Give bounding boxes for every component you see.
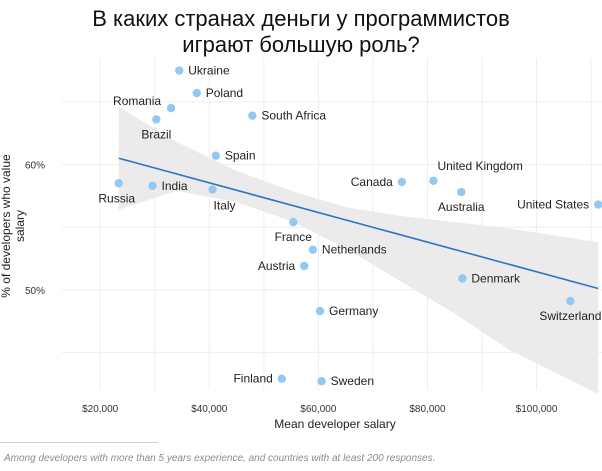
point-sweden — [317, 377, 326, 386]
point-italy — [208, 185, 217, 194]
y-tick-label: 50% — [25, 286, 45, 297]
point-united-kingdom — [429, 176, 438, 185]
point-label-canada: Canada — [351, 175, 393, 189]
point-label-romania: Romania — [113, 94, 161, 108]
point-austria — [299, 261, 309, 271]
point-france — [289, 217, 298, 227]
confidence-band — [118, 106, 599, 394]
point-label-poland: Poland — [206, 86, 243, 100]
point-ukraine — [175, 66, 184, 75]
point-brazil — [152, 115, 161, 124]
point-label-australia: Australia — [438, 200, 485, 214]
point-germany — [315, 306, 325, 316]
trend-line-layer — [118, 157, 599, 290]
point-label-united-kingdom: United Kingdom — [437, 159, 522, 173]
point-label-denmark: Denmark — [471, 271, 521, 285]
point-label-italy: Italy — [214, 199, 236, 213]
footnote: Among developers with more than 5 years … — [4, 453, 436, 464]
point-india — [148, 181, 157, 190]
tick-labels-layer: $20,000 $40,000 $60,000 $80,000 $100,000 50% 6… — [25, 160, 558, 415]
y-axis-label: % of developers who value salary — [0, 154, 27, 298]
chart-title: В каких странах деньги у программистов и… — [92, 6, 510, 57]
point-label-switzerland: Switzerland — [539, 309, 601, 323]
point-russia — [114, 179, 123, 188]
point-label-sweden: Sweden — [331, 374, 374, 388]
point-label-south-africa: South Africa — [261, 109, 326, 123]
point-denmark — [458, 274, 467, 283]
point-label-finland: Finland — [233, 372, 272, 386]
point-label-united-states: United States — [517, 198, 589, 212]
grid-lines — [62, 58, 602, 390]
point-labels-layer: Ukraine Poland Romania Brazil South Africa Sp… — [98, 64, 601, 389]
footnote-divider — [0, 442, 158, 443]
point-south-africa — [248, 111, 257, 120]
point-poland — [192, 88, 201, 98]
point-label-austria: Austria — [258, 259, 296, 273]
point-label-netherlands: Netherlands — [322, 243, 387, 257]
point-label-spain: Spain — [225, 149, 256, 163]
point-label-germany: Germany — [329, 304, 378, 318]
x-tick-label: $80,000 — [409, 404, 446, 415]
point-label-india: India — [162, 179, 188, 193]
point-finland — [277, 374, 287, 383]
point-label-france: France — [275, 230, 313, 244]
point-australia — [457, 187, 466, 197]
trend-line — [118, 157, 599, 290]
point-label-russia: Russia — [98, 191, 135, 205]
data-points-layer — [114, 66, 602, 386]
point-romania — [166, 103, 176, 113]
confidence-band-layer — [118, 106, 599, 394]
x-axis-label: Mean developer salary — [274, 417, 396, 431]
point-canada — [397, 177, 407, 187]
point-netherlands — [308, 245, 318, 254]
point-spain — [211, 151, 221, 160]
y-tick-label: 60% — [25, 160, 45, 171]
point-united-states — [593, 200, 602, 209]
x-tick-label: $100,000 — [516, 404, 558, 415]
x-tick-label: $40,000 — [191, 404, 228, 415]
point-label-ukraine: Ukraine — [188, 64, 230, 78]
point-switzerland — [566, 296, 575, 306]
x-tick-label: $20,000 — [82, 404, 119, 415]
point-label-brazil: Brazil — [141, 127, 171, 141]
x-tick-label: $60,000 — [300, 404, 337, 415]
